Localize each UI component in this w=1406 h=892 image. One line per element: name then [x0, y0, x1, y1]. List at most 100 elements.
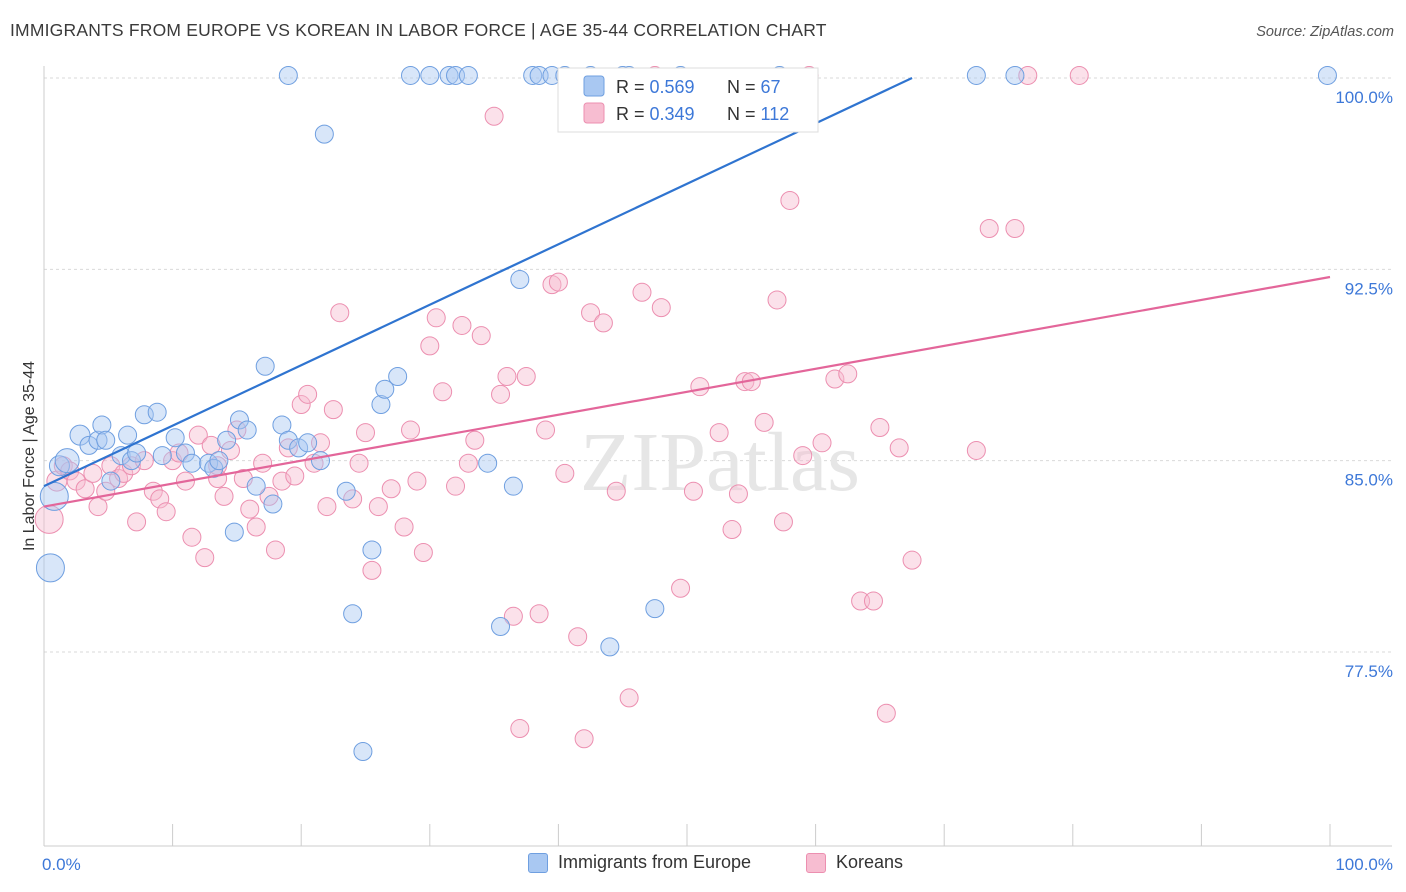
data-point: [150, 489, 170, 509]
data-point: [75, 479, 95, 499]
data-point: [709, 423, 729, 443]
legend-label: Immigrants from Europe: [558, 852, 752, 872]
data-point: [209, 451, 229, 471]
data-point: [574, 729, 594, 749]
legend-swatch-pink: [806, 852, 826, 873]
data-point: [407, 471, 427, 491]
data-point: [645, 599, 665, 619]
data-point: [523, 65, 543, 85]
data-point: [175, 443, 195, 463]
data-point: [536, 420, 556, 440]
data-point: [439, 65, 459, 85]
data-point: [484, 106, 504, 126]
data-point: [510, 270, 530, 290]
data-point: [497, 366, 517, 386]
data-point: [388, 366, 408, 386]
data-point: [1005, 219, 1025, 239]
data-point: [255, 356, 275, 376]
data-point: [298, 384, 318, 404]
data-point: [503, 606, 523, 626]
data-point: [426, 308, 446, 328]
data-point: [224, 522, 244, 542]
data-point: [323, 400, 343, 420]
data-point: [471, 326, 491, 346]
data-point: [690, 377, 710, 397]
data-point: [278, 65, 298, 85]
x-tick-label: 0.0%: [42, 855, 81, 874]
data-point: [368, 497, 388, 517]
data-point: [979, 219, 999, 239]
data-point: [272, 471, 292, 491]
legend-item-immigrants[interactable]: Immigrants from Europe: [528, 852, 751, 873]
trend-line-koreans: [43, 275, 1331, 508]
data-point: [278, 430, 298, 450]
svg-text:N = 67: N = 67: [727, 77, 781, 97]
data-point: [870, 418, 890, 438]
data-point: [767, 290, 787, 310]
data-point: [371, 395, 391, 415]
data-point: [263, 494, 283, 514]
legend-item-koreans[interactable]: Koreans: [806, 852, 903, 873]
data-point: [754, 412, 774, 432]
data-point: [362, 560, 382, 580]
legend-swatch-pink: [583, 102, 605, 124]
data-point: [510, 719, 530, 739]
data-point: [394, 517, 414, 537]
legend-label: Koreans: [836, 852, 904, 872]
data-point: [593, 313, 613, 333]
data-point: [121, 456, 141, 476]
y-tick-label: 77.5%: [1345, 662, 1393, 681]
data-point: [54, 448, 80, 474]
y-tick-label: 92.5%: [1345, 279, 1393, 298]
data-point: [491, 616, 511, 636]
data-point: [632, 282, 652, 302]
data-point: [229, 410, 249, 430]
data-point: [433, 382, 453, 402]
data-point: [458, 65, 478, 85]
data-point: [568, 627, 588, 647]
legend-r-value: 0.349: [650, 104, 695, 124]
data-point: [516, 366, 536, 386]
series-immigrants-from-europe: [35, 65, 1337, 761]
svg-text:R = 0.349: R = 0.349: [616, 104, 695, 124]
x-tick-labels: 0.0% 100.0%: [42, 855, 1393, 874]
gridlines: [44, 77, 1392, 653]
svg-text:R = 0.569: R = 0.569: [616, 77, 695, 97]
data-point: [336, 481, 356, 501]
data-point: [237, 420, 257, 440]
data-point: [109, 469, 129, 489]
data-point: [96, 430, 116, 450]
data-point: [246, 517, 266, 537]
data-point: [838, 364, 858, 384]
legend-n-value: 112: [761, 104, 790, 124]
data-point: [889, 438, 909, 458]
y-tick-label: 100.0%: [1335, 88, 1393, 107]
data-point: [353, 741, 373, 761]
data-point: [671, 578, 691, 598]
data-point: [413, 543, 433, 563]
data-point: [555, 463, 575, 483]
data-point: [876, 703, 896, 723]
data-point: [101, 471, 121, 491]
data-point: [812, 433, 832, 453]
y-tick-label: 85.0%: [1345, 471, 1393, 490]
data-point: [966, 65, 986, 85]
y-axis-label: In Labor Force | Age 35-44: [21, 361, 38, 551]
data-point: [1069, 65, 1089, 85]
svg-text:N = 112: N = 112: [727, 104, 789, 124]
data-point: [966, 440, 986, 460]
trend-lines: [43, 77, 1331, 508]
data-point: [478, 453, 498, 473]
data-point: [651, 298, 671, 318]
data-point: [446, 476, 466, 496]
data-point: [195, 548, 215, 568]
axes: [43, 66, 1392, 847]
data-point: [1317, 65, 1337, 85]
data-point: [182, 527, 202, 547]
data-point: [780, 190, 800, 210]
legend-n-label: N =: [727, 104, 761, 124]
data-point: [728, 484, 748, 504]
data-point: [291, 395, 311, 415]
data-point: [349, 453, 369, 473]
data-point: [375, 379, 395, 399]
